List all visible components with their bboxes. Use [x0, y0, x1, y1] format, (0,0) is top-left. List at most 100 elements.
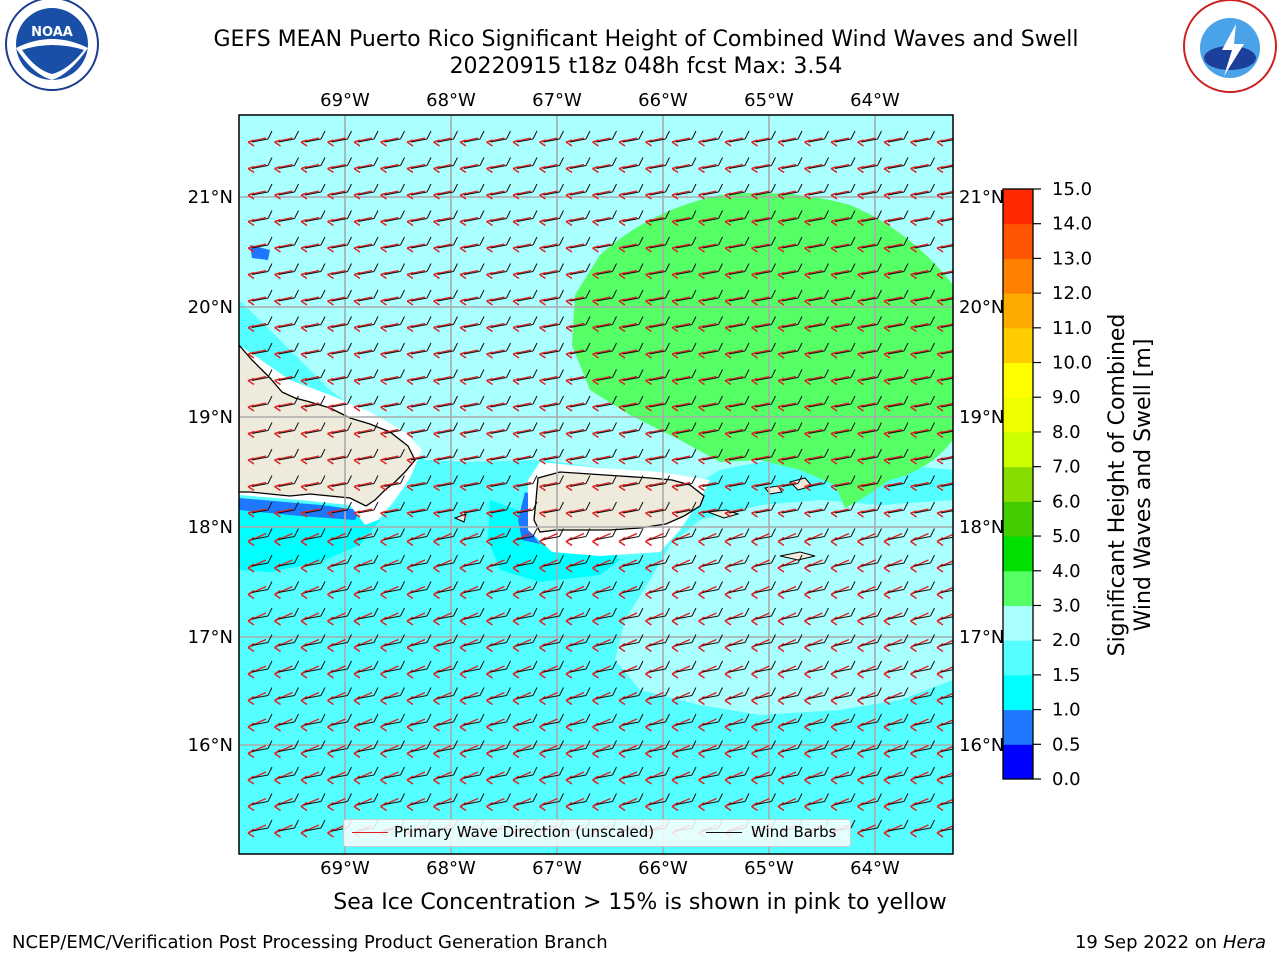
wind-barb: [728, 130, 750, 143]
wind-barb: [781, 342, 803, 355]
wave-direction-arrow: [380, 296, 399, 306]
wind-barb: [304, 448, 326, 461]
wave-direction-arrow: [353, 718, 373, 732]
colorbar-tick-label: 10.0: [1052, 353, 1092, 374]
wind-barb: [914, 475, 935, 487]
wave-direction-arrow: [804, 585, 823, 600]
wave-direction-arrow: [459, 349, 479, 359]
wind-barb: [887, 263, 909, 275]
wave-direction-arrow: [380, 190, 399, 200]
wind-barb: [702, 528, 723, 540]
wave-direction-arrow: [910, 585, 929, 600]
wave-direction-arrow: [777, 691, 797, 706]
wave-direction-arrow: [380, 508, 399, 518]
wind-barb: [940, 218, 953, 222]
wind-barb: [516, 740, 538, 752]
wind-barb: [728, 528, 750, 540]
wave-direction-arrow: [380, 797, 399, 812]
wind-barb: [251, 475, 273, 487]
wind-barb: [914, 316, 935, 328]
wave-direction-arrow: [724, 455, 744, 465]
wind-barb: [940, 801, 953, 805]
wave-direction-arrow: [857, 402, 876, 412]
wind-barb: [702, 236, 723, 249]
wind-barb: [781, 581, 803, 593]
wind-barb: [596, 183, 617, 196]
wind-barb: [331, 342, 352, 355]
wind-barb: [569, 581, 591, 593]
wind-barb: [887, 342, 909, 355]
wind-barb: [834, 316, 856, 328]
wave-direction-arrow: [936, 772, 953, 785]
wave-direction-arrow: [830, 585, 850, 600]
wind-barb: [887, 448, 909, 461]
wind-barb: [968, 131, 988, 142]
wave-direction-arrow: [433, 718, 452, 732]
wind-barb: [755, 342, 776, 355]
wind-barb: [755, 740, 776, 752]
wave-direction-arrow: [618, 691, 638, 706]
wave-direction-arrow: [565, 322, 585, 333]
wind-barb: [968, 370, 988, 381]
wave-direction-arrow: [459, 455, 479, 465]
wave-direction-arrow: [830, 612, 850, 626]
wave-direction-arrow: [804, 744, 823, 759]
wind-barb: [940, 271, 953, 275]
wave-direction-arrow: [565, 243, 585, 253]
wind-barb: [384, 183, 405, 196]
wind-barb: [410, 687, 432, 699]
wave-direction-arrow: [300, 824, 320, 838]
wave-direction-arrow: [751, 163, 770, 174]
wave-direction-arrow: [830, 532, 850, 547]
lon-label-top: 69°W: [320, 90, 370, 111]
wave-direction-arrow: [645, 349, 664, 359]
wind-barb: [596, 501, 617, 514]
wave-direction-arrow: [406, 612, 426, 626]
wind-barb: [251, 528, 273, 540]
wave-direction-arrow: [592, 744, 611, 759]
wave-direction-arrow: [327, 771, 346, 785]
wind-barb: [384, 766, 405, 779]
wave-direction-arrow: [724, 744, 744, 759]
wind-barb: [596, 528, 617, 540]
wave-direction-arrow: [406, 532, 426, 547]
wave-direction-arrow: [936, 798, 953, 812]
wind-barb: [331, 581, 352, 593]
wave-direction-arrow: [830, 216, 850, 227]
wave-direction-arrow: [618, 243, 638, 253]
wave-direction-arrow: [406, 665, 426, 679]
wind-barb: [463, 501, 485, 514]
wind-barb: [543, 766, 564, 779]
wave-direction-arrow: [830, 455, 850, 465]
wind-barb: [914, 740, 935, 752]
wave-direction-arrow: [618, 559, 638, 573]
lon-label-bottom: 69°W: [320, 858, 370, 879]
wave-direction-arrow: [910, 718, 929, 732]
wind-barb: [304, 634, 326, 646]
wave-direction-arrow: [353, 508, 373, 518]
wave-direction-arrow: [857, 428, 876, 439]
wave-direction-arrow: [459, 612, 479, 626]
wind-barb: [755, 660, 776, 673]
wave-direction-arrow: [327, 638, 346, 653]
wind-barb: [622, 369, 644, 381]
wind-barb: [463, 263, 485, 275]
wind-barb: [728, 687, 750, 699]
wind-barb: [675, 634, 697, 646]
wave-direction-arrow: [247, 190, 267, 200]
wave-direction-arrow: [486, 665, 505, 679]
wave-direction-arrow: [565, 137, 585, 147]
wave-direction-arrow: [565, 455, 585, 465]
wind-barb: [251, 713, 273, 726]
colorbar-band: [1003, 605, 1033, 641]
wind-barb: [781, 236, 803, 249]
wind-barb: [675, 554, 697, 567]
wave-direction-arrow: [486, 190, 505, 200]
wave-direction-arrow: [274, 508, 293, 518]
wave-direction-arrow: [486, 718, 505, 732]
wave-direction-arrow: [380, 137, 399, 147]
wave-direction-arrow: [645, 771, 664, 785]
wave-direction-arrow: [964, 719, 982, 731]
wind-barb: [304, 422, 326, 434]
wave-direction-arrow: [804, 137, 823, 147]
